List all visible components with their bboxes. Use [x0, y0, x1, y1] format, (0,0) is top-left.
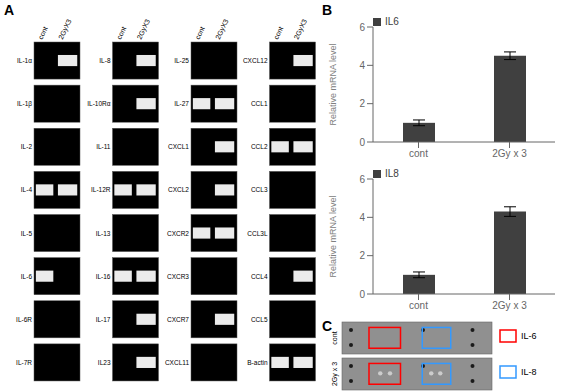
- svg-text:4: 4: [359, 60, 365, 71]
- svg-text:IL-6R: IL-6R: [16, 316, 32, 323]
- svg-text:cont: cont: [37, 25, 49, 40]
- svg-text:IL-25: IL-25: [174, 57, 189, 64]
- svg-text:CXCR3: CXCR3: [167, 273, 189, 280]
- svg-text:IL-11: IL-11: [96, 143, 111, 150]
- svg-text:CXCR7: CXCR7: [167, 316, 189, 323]
- svg-text:6: 6: [359, 174, 365, 185]
- svg-text:B-actin: B-actin: [247, 359, 268, 366]
- svg-text:Relative mRNA level: Relative mRNA level: [328, 43, 338, 125]
- svg-text:2: 2: [359, 98, 365, 109]
- svg-text:2GyX3: 2GyX3: [214, 18, 230, 41]
- svg-text:IL-27: IL-27: [174, 100, 189, 107]
- svg-text:2GyX3: 2GyX3: [293, 18, 309, 41]
- svg-text:CCL3L: CCL3L: [247, 230, 268, 237]
- svg-text:IL-5: IL-5: [21, 230, 33, 237]
- svg-text:CXCL11: CXCL11: [165, 359, 189, 366]
- svg-text:2Gy x 3: 2Gy x 3: [492, 148, 527, 159]
- svg-text:cont: cont: [409, 300, 428, 311]
- html-text:IL8: IL8: [385, 168, 399, 179]
- svg-text:IL-13: IL-13: [96, 230, 111, 237]
- svg-text:0: 0: [359, 289, 365, 300]
- svg-text:IL-6: IL-6: [521, 331, 537, 341]
- svg-text:IL-8: IL-8: [521, 367, 537, 377]
- svg-text:IL-4: IL-4: [21, 186, 33, 193]
- svg-text:2GyX3: 2GyX3: [136, 18, 152, 41]
- html-text:B: B: [322, 2, 333, 18]
- svg-text:CXCL1: CXCL1: [168, 143, 189, 150]
- svg-text:6: 6: [359, 22, 365, 33]
- svg-text:IL-1β: IL-1β: [17, 100, 32, 108]
- html-text:A: A: [4, 2, 15, 18]
- svg-text:IL-16: IL-16: [96, 273, 111, 280]
- svg-text:2Gy x 3: 2Gy x 3: [331, 362, 339, 386]
- svg-text:CCL4: CCL4: [251, 273, 268, 280]
- svg-text:CCL1: CCL1: [251, 100, 268, 107]
- svg-text:CCL5: CCL5: [251, 316, 268, 323]
- svg-text:4: 4: [359, 212, 365, 223]
- svg-text:cont: cont: [115, 25, 127, 40]
- svg-text:CCL2: CCL2: [251, 143, 268, 150]
- html-text:IL6: IL6: [385, 16, 399, 27]
- svg-text:2Gy x 3: 2Gy x 3: [492, 300, 527, 311]
- svg-text:2: 2: [359, 250, 365, 261]
- svg-text:CXCL12: CXCL12: [243, 57, 268, 64]
- svg-text:IL-8: IL-8: [99, 57, 111, 64]
- svg-text:CXCL2: CXCL2: [168, 186, 189, 193]
- svg-text:IL-10Rα: IL-10Rα: [87, 100, 111, 107]
- svg-text:IL-12R: IL-12R: [91, 186, 111, 193]
- svg-text:cont: cont: [272, 25, 284, 40]
- svg-text:cont: cont: [409, 148, 428, 159]
- svg-text:IL23: IL23: [98, 359, 111, 366]
- svg-text:cont: cont: [331, 331, 338, 344]
- svg-text:IL-1α: IL-1α: [17, 57, 32, 64]
- svg-text:IL-7R: IL-7R: [16, 359, 32, 366]
- svg-text:Relative mRNA level: Relative mRNA level: [328, 195, 338, 277]
- svg-text:CXCR2: CXCR2: [167, 230, 189, 237]
- svg-text:IL-6: IL-6: [21, 273, 33, 280]
- svg-text:IL-17: IL-17: [96, 316, 111, 323]
- svg-text:cont: cont: [194, 25, 206, 40]
- svg-text:IL-2: IL-2: [21, 143, 33, 150]
- html-text:C: C: [322, 318, 333, 334]
- svg-text:2GyX3: 2GyX3: [57, 18, 73, 41]
- svg-text:CCL3: CCL3: [251, 186, 268, 193]
- svg-text:0: 0: [359, 137, 365, 148]
